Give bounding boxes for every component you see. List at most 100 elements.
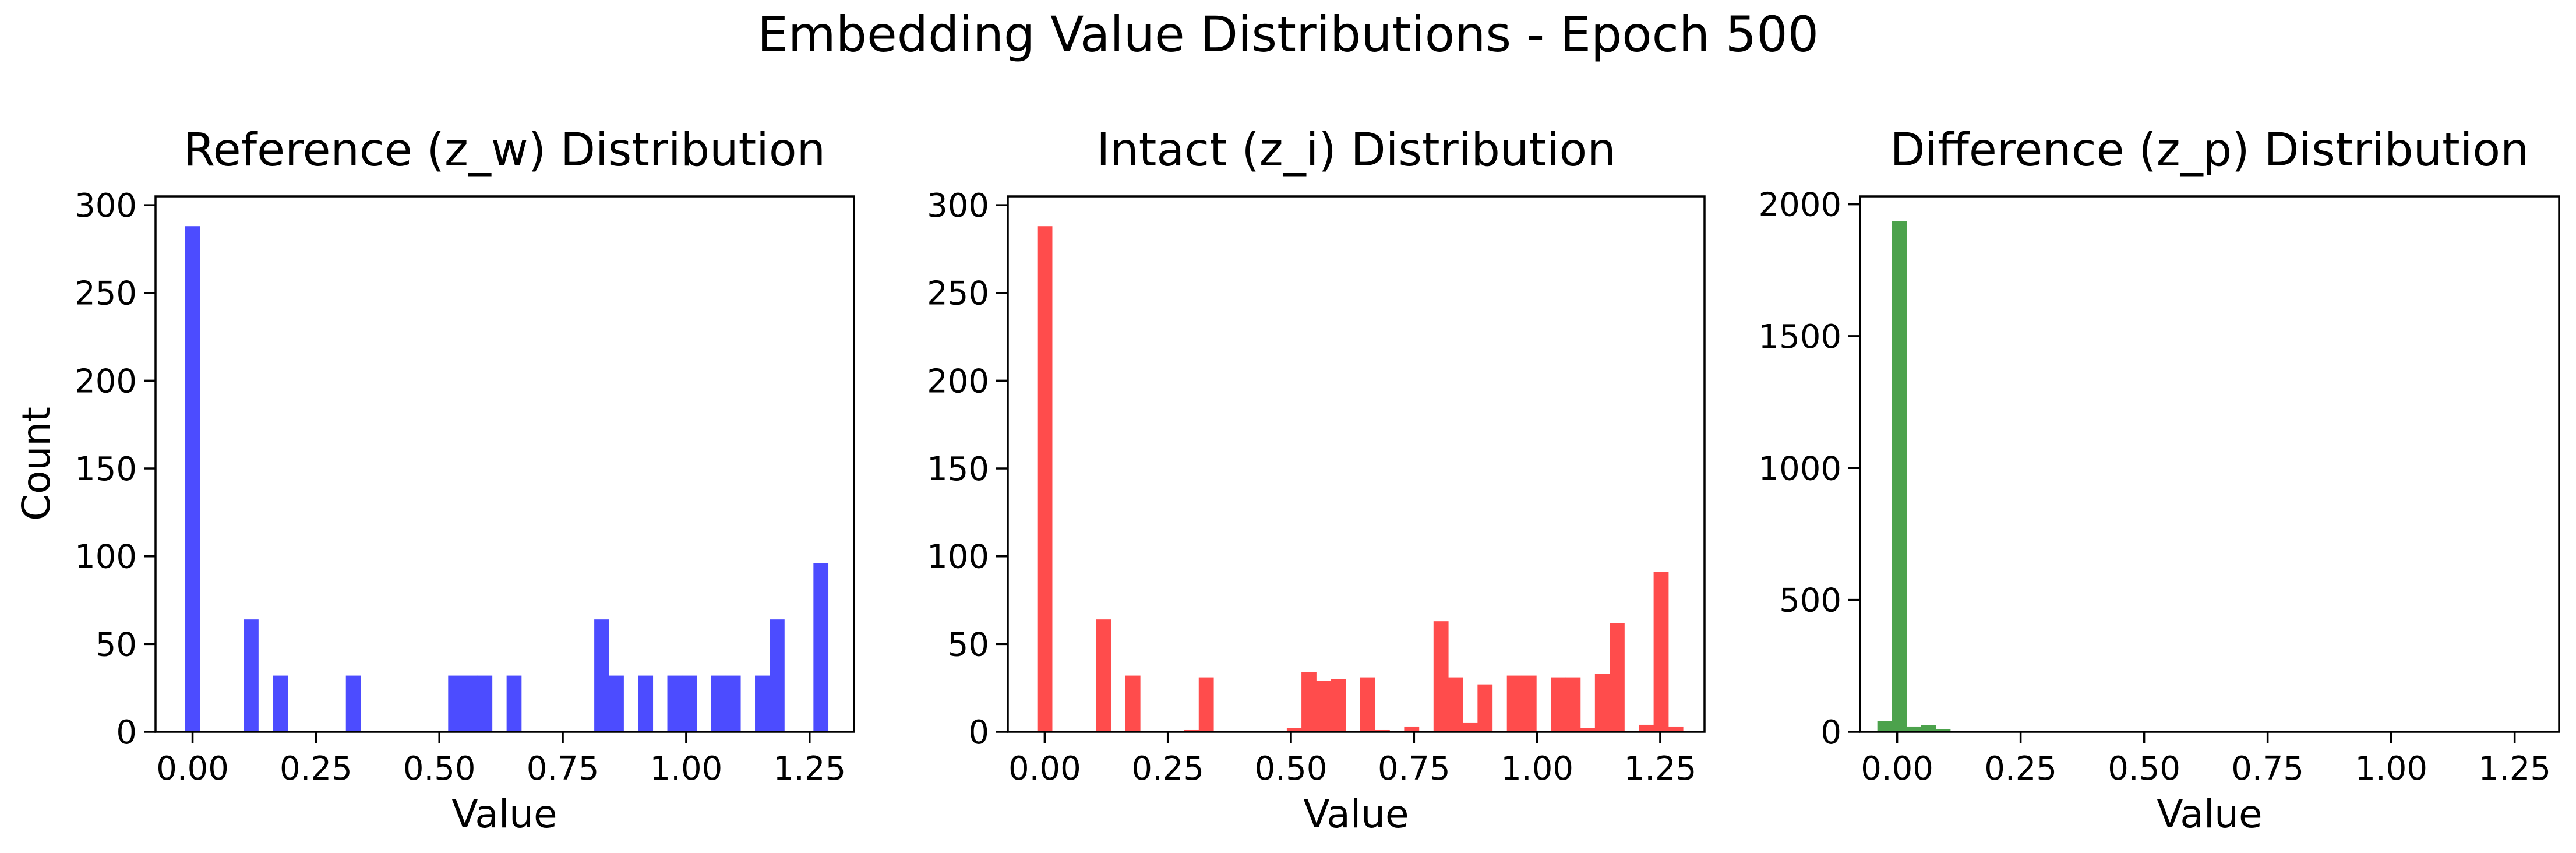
x-tick-label-difference-4: 1.00	[2355, 750, 2427, 788]
y-tick-label-reference-5: 250	[75, 275, 137, 313]
histogram-bar-reference-34	[682, 675, 697, 732]
y-tick-label-difference-2: 1000	[1758, 450, 1841, 488]
x-tick-label-reference-5: 1.25	[773, 750, 846, 788]
y-ticks-intact: 0 50 100 150 200 250 300	[927, 187, 1008, 752]
histogram-bar-reference-40	[770, 619, 785, 732]
x-tick-label-intact-3: 0.75	[1378, 750, 1451, 788]
histogram-bar-reference-22	[506, 675, 522, 732]
y-tick-label-intact-0: 0	[968, 714, 989, 752]
panel-title-difference: Difference (z_p) Distribution	[1890, 124, 2529, 177]
x-tick-label-intact-5: 1.25	[1624, 750, 1697, 788]
histogram-bar-intact-17	[1286, 728, 1302, 732]
histogram-bar-difference-2	[1906, 726, 1922, 732]
figure-title: Embedding Value Distributions - Epoch 50…	[757, 6, 1819, 63]
x-tick-label-difference-2: 0.50	[2108, 750, 2180, 788]
plot-frame-intact	[1007, 195, 1706, 733]
histogram-bar-reference-18	[448, 675, 463, 732]
histogram-bar-intact-6	[1125, 675, 1141, 732]
panel-title-intact: Intact (z_i) Distribution	[1096, 124, 1615, 177]
x-tick-label-difference-0: 0.00	[1861, 750, 1933, 788]
histogram-bar-intact-22	[1360, 677, 1375, 732]
histogram-bar-intact-4	[1096, 619, 1111, 732]
y-tick-label-difference-0: 0	[1820, 714, 1841, 752]
histogram-bar-intact-0	[1037, 226, 1053, 732]
histogram-bar-reference-36	[711, 675, 726, 732]
histogram-bar-reference-31	[638, 675, 654, 732]
y-tick-label-difference-1: 500	[1779, 582, 1841, 620]
histogram-bar-reference-43	[813, 563, 829, 732]
y-tick-label-intact-4: 200	[927, 362, 989, 400]
histogram-bar-intact-11	[1198, 677, 1214, 732]
x-tick-label-reference-0: 0.00	[156, 750, 229, 788]
histogram-bar-reference-28	[594, 619, 609, 732]
histogram-bar-intact-42	[1653, 572, 1669, 732]
histogram-bar-reference-19	[463, 675, 478, 732]
histogram-bar-intact-29	[1463, 722, 1478, 732]
x-axis-label-difference: Value	[2157, 792, 2262, 837]
x-tick-label-reference-4: 1.00	[650, 750, 723, 788]
x-ticks-intact: 0.00 0.25 0.50 0.75 1.00 1.25	[1008, 732, 1696, 788]
x-tick-label-reference-2: 0.50	[403, 750, 476, 788]
histogram-bar-reference-0	[185, 226, 200, 732]
histogram-bar-intact-38	[1594, 674, 1610, 732]
histogram-bar-reference-11	[345, 675, 361, 732]
histogram-bar-reference-4	[244, 619, 259, 732]
histogram-bar-intact-39	[1610, 623, 1625, 732]
x-tick-label-difference-3: 0.75	[2231, 750, 2304, 788]
y-tick-label-intact-2: 100	[927, 538, 989, 576]
x-tick-label-intact-0: 0.00	[1008, 750, 1081, 788]
panel-difference: Difference (z_p) Distribution 0.00 0.25 0.…	[1758, 124, 2560, 837]
x-ticks-difference: 0.00 0.25 0.50 0.75 1.00 1.25	[1861, 732, 2551, 788]
panel-reference: Reference (z_w) Distribution 0.00 0.25 0.5…	[14, 124, 855, 837]
y-tick-label-intact-5: 250	[927, 275, 989, 313]
y-axis-label-reference: Count	[14, 407, 59, 521]
x-axis-label-reference: Value	[451, 792, 557, 837]
histogram-bar-reference-33	[667, 675, 683, 732]
y-tick-label-reference-6: 300	[75, 187, 137, 225]
bars-intact	[1037, 226, 1684, 732]
histogram-bar-intact-18	[1301, 672, 1317, 732]
histogram-bar-intact-30	[1477, 684, 1493, 732]
y-tick-label-intact-6: 300	[927, 187, 989, 225]
histogram-bar-intact-20	[1331, 679, 1346, 732]
y-tick-label-intact-1: 50	[948, 626, 989, 664]
bars-reference	[185, 226, 829, 732]
histogram-bar-difference-4	[1935, 729, 1951, 732]
histogram-bar-difference-3	[1921, 725, 1936, 732]
histogram-bar-intact-25	[1404, 726, 1420, 732]
histogram-bar-reference-6	[273, 675, 288, 732]
histogram-bar-intact-43	[1668, 726, 1684, 732]
x-tick-label-intact-4: 1.00	[1501, 750, 1573, 788]
y-tick-label-difference-3: 1500	[1758, 318, 1841, 356]
histogram-bar-intact-33	[1521, 675, 1537, 732]
x-tick-label-reference-1: 0.25	[280, 750, 352, 788]
y-ticks-difference: 0 500 1000 1500 2000	[1758, 186, 1860, 752]
x-tick-label-intact-2: 0.50	[1255, 750, 1328, 788]
plot-frame-reference	[154, 195, 855, 733]
histogram-bar-intact-19	[1316, 681, 1332, 732]
y-tick-label-reference-2: 100	[75, 538, 137, 576]
histogram-bar-intact-37	[1580, 728, 1596, 732]
histogram-bar-difference-0	[1877, 721, 1893, 732]
histogram-bar-intact-41	[1639, 724, 1654, 732]
y-tick-label-reference-0: 0	[116, 714, 137, 752]
panel-title-reference: Reference (z_w) Distribution	[184, 124, 825, 177]
x-tick-label-reference-3: 0.75	[527, 750, 599, 788]
histogram-bar-reference-29	[609, 675, 624, 732]
y-tick-label-reference-1: 50	[96, 626, 137, 664]
histogram-bar-reference-39	[755, 675, 770, 732]
histogram-bar-reference-20	[477, 675, 493, 732]
panel-intact: Intact (z_i) Distribution 0.00 0.25 0.50 0.…	[927, 124, 1706, 837]
histogram-bar-intact-27	[1433, 621, 1449, 732]
y-tick-label-intact-3: 150	[927, 450, 989, 488]
x-axis-label-intact: Value	[1303, 792, 1409, 837]
histogram-bar-intact-32	[1506, 675, 1522, 732]
x-ticks-reference: 0.00 0.25 0.50 0.75 1.00 1.25	[156, 732, 846, 788]
histogram-bar-reference-37	[725, 675, 741, 732]
histogram-bar-intact-28	[1448, 677, 1463, 732]
histogram-bar-difference-1	[1892, 221, 1907, 732]
y-tick-label-reference-3: 150	[75, 450, 137, 488]
x-tick-label-difference-1: 0.25	[1984, 750, 2057, 788]
y-tick-label-difference-4: 2000	[1758, 186, 1841, 224]
